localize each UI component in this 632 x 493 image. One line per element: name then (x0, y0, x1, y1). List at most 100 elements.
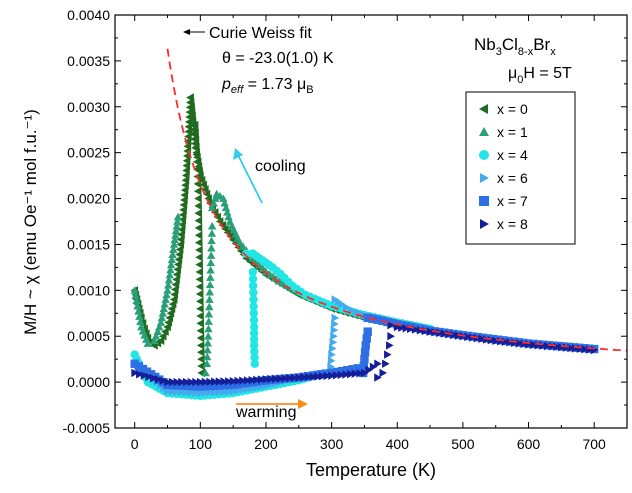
data-point (233, 234, 242, 242)
curie-weiss-peff: peff = 1.73 μB (221, 76, 314, 96)
data-point (249, 288, 258, 297)
data-point (360, 354, 369, 364)
data-point (347, 369, 355, 379)
data-point (249, 322, 259, 332)
data-point (328, 350, 336, 359)
y-axis-label: M/H ~ χ (emu Oe⁻¹ mol f.u.⁻¹) (21, 109, 40, 335)
data-point (238, 379, 247, 388)
data-point (166, 265, 175, 274)
data-point (197, 361, 205, 371)
data-point (382, 359, 390, 368)
x-axis-label: Temperature (K) (306, 460, 436, 480)
curie-weiss-fit-layer (166, 48, 628, 352)
data-point (173, 212, 183, 221)
data-point (205, 381, 214, 391)
data-point (332, 371, 341, 380)
data-point (249, 315, 259, 325)
legend-label: x = 1 (497, 124, 528, 140)
warming-annotation: warming (235, 404, 296, 421)
data-point (464, 332, 472, 342)
data-point (168, 387, 177, 396)
data-point (164, 281, 173, 289)
data-point (221, 224, 229, 234)
cooling-arrow-shaft (237, 154, 263, 204)
data-point (182, 388, 191, 397)
data-point (219, 381, 228, 390)
data-point (363, 313, 372, 323)
data-point (388, 318, 397, 328)
data-point (249, 295, 258, 304)
x-tick-label: 200 (254, 436, 278, 452)
data-point (290, 373, 299, 382)
data-point (235, 238, 244, 246)
data-point (196, 348, 205, 357)
data-point (158, 332, 167, 341)
data-point (215, 377, 224, 386)
legend-label: x = 4 (497, 147, 528, 163)
data-point (168, 377, 177, 387)
data-point (173, 217, 182, 225)
data-point (529, 340, 538, 350)
data-point (228, 380, 238, 390)
data-point (238, 242, 248, 250)
data-point (248, 281, 258, 290)
data-point (225, 377, 233, 386)
data-point (248, 267, 258, 277)
y-tick-label: -0.0005 (63, 420, 111, 436)
data-point (186, 381, 196, 391)
data-point (173, 387, 182, 397)
data-point (191, 382, 200, 391)
data-point (173, 265, 182, 274)
data-point (248, 249, 258, 258)
legend-marker (479, 104, 488, 114)
data-point (281, 374, 289, 383)
data-point (327, 368, 336, 378)
data-point (206, 377, 214, 387)
data-point (276, 374, 285, 383)
data-point (267, 374, 275, 384)
curie-weiss-theta: θ = -23.0(1.0) K (222, 50, 334, 67)
data-point (328, 371, 336, 380)
data-point (196, 341, 205, 350)
data-point (196, 388, 205, 398)
data-point (440, 329, 449, 338)
data-point (397, 321, 407, 330)
data-point (187, 388, 196, 397)
y-tick-label: 0.0010 (67, 282, 110, 298)
data-point (161, 327, 169, 336)
data-point (205, 295, 214, 303)
data-point (175, 245, 184, 254)
data-point (249, 302, 258, 311)
field-label: μ0H = 5T (508, 65, 572, 86)
data-point (207, 243, 216, 252)
data-point (205, 302, 214, 311)
data-point (331, 319, 339, 329)
data-point (168, 250, 177, 259)
data-point (210, 381, 219, 391)
data-point (135, 312, 144, 320)
x-tick-label: 400 (386, 436, 410, 452)
data-point (386, 341, 394, 350)
data-point (557, 343, 566, 352)
data-point (204, 332, 213, 340)
data-point (187, 377, 196, 387)
data-point (231, 229, 240, 238)
data-point (205, 287, 214, 296)
data-point (572, 344, 580, 353)
data-point (248, 274, 258, 284)
y-tick-label: 0.0015 (67, 236, 110, 252)
data-point (416, 326, 425, 335)
data-point (167, 255, 177, 264)
data-point (151, 332, 161, 340)
data-point (515, 339, 524, 348)
legend-label: x = 8 (497, 216, 528, 232)
data-point (163, 286, 172, 294)
y-tick-label: 0.0025 (67, 145, 110, 161)
data-point (172, 221, 181, 230)
data-point (204, 324, 213, 333)
data-point (186, 93, 194, 102)
data-point (337, 370, 346, 380)
cooling-annotation: cooling (255, 158, 306, 175)
data-point (196, 297, 204, 306)
